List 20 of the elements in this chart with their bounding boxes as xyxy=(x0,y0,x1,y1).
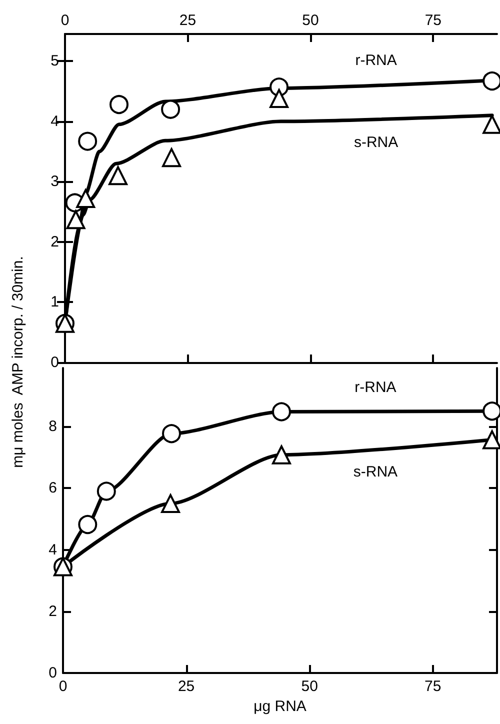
y-tick-label: 6 xyxy=(48,480,57,497)
y-tick-label: 1 xyxy=(50,294,59,311)
y-tick-label: 0 xyxy=(48,664,57,682)
series-label: s-RNA xyxy=(354,134,398,152)
y-tick-label: 4 xyxy=(48,541,57,558)
x-axis-title: μg RNA xyxy=(254,698,306,715)
y-tick-label: 8 xyxy=(48,418,57,436)
x2-tick-label: 75 xyxy=(424,12,442,29)
y-tick-label: 2 xyxy=(48,602,57,620)
x-tick-label: 75 xyxy=(424,678,442,695)
series-label: r-RNA xyxy=(355,52,397,70)
y-tick-label: 4 xyxy=(50,112,59,130)
x2-tick-label: 25 xyxy=(179,12,196,29)
x-tick-label: 25 xyxy=(178,678,195,695)
y-axis-title: mμ moles AMP incorp. / 30min. xyxy=(10,256,26,468)
y-tick-label: 2 xyxy=(50,233,59,250)
series-label: s-RNA xyxy=(353,464,398,481)
x2-tick-label: 50 xyxy=(302,12,319,29)
series-label: r-RNA xyxy=(354,378,396,396)
x-tick-label: 50 xyxy=(301,678,318,695)
